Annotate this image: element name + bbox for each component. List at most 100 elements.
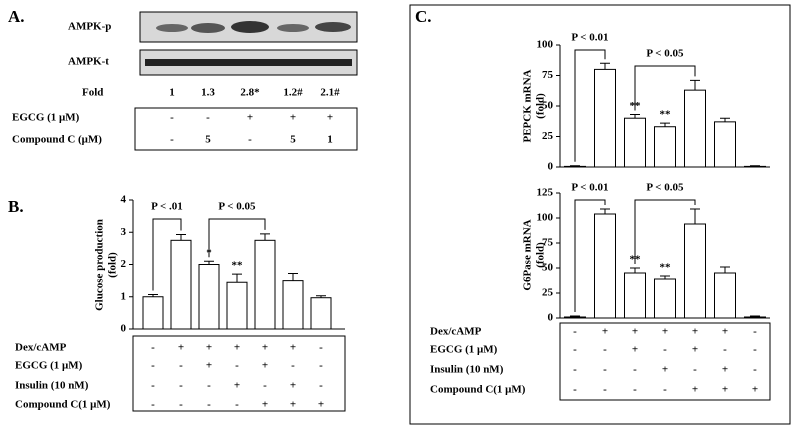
y-tick-label: 0 [121,323,127,335]
y-tick-label: 75 [542,69,554,81]
panel-a-table-box [134,107,358,151]
y-axis-label: G6Pase mRNA [522,219,534,290]
y-tick-label: 125 [537,187,554,199]
y-tick-label: 4 [121,194,127,206]
row-label: EGCG (1 μM) [15,360,83,372]
row-cell: - [573,384,577,396]
error-bar [260,233,270,241]
panel-c-border [409,4,791,425]
y-tick-label: 100 [537,212,554,224]
error-bar [630,114,640,119]
row-cell: - [235,360,239,372]
row-cell: - [235,399,239,411]
row-cell: + [662,364,668,376]
row-cell: + [290,399,296,411]
row-cell: - [179,399,183,411]
bar [624,272,646,319]
bar [684,89,706,168]
bracket-label: P < 0.05 [218,201,256,213]
fold-value: 1.2# [283,87,303,99]
error-bar [204,260,214,265]
row-cell: + [722,326,728,338]
row-label: Compound C (μM) [12,134,102,146]
bar [624,117,646,168]
row-cell: - [170,134,174,146]
blot-label: AMPK-p [68,21,111,33]
fold-value: 2.1# [320,87,340,99]
row-label: Compound C(1 μM) [15,399,111,411]
row-cell: - [319,380,323,392]
row-cell: - [693,364,697,376]
row-cell: - [179,360,183,372]
row-cell: - [207,380,211,392]
bracket [574,199,606,312]
row-cell: - [753,344,757,356]
bar [714,121,736,168]
bracket-label: P < 0.05 [646,48,684,60]
row-cell: - [723,344,727,356]
fold-value: 1.3 [201,87,215,99]
error-bar [176,234,186,241]
bracket-label: P < 0.05 [646,182,684,194]
bar [226,281,248,330]
bar [282,280,304,330]
row-cell: + [692,344,698,356]
significance-star: ** [232,260,244,272]
row-label: Insulin (10 nM) [15,380,89,392]
row-cell: + [290,342,296,354]
row-cell: + [206,360,212,372]
row-cell: - [573,364,577,376]
row-label: Dex/cAMP [15,342,67,354]
error-bar [690,208,700,224]
row-cell: 5 [290,134,296,146]
row-cell: - [291,360,295,372]
error-bar [690,79,700,91]
error-bar [720,266,730,273]
bar [254,239,276,330]
bar [594,68,616,168]
row-cell: - [206,112,210,124]
row-cell: - [633,384,637,396]
y-tick-label: 0 [548,161,554,173]
y-tick-label: 100 [537,39,554,51]
row-cell: - [151,380,155,392]
bar [654,278,676,319]
y-axis-label: (fold) [535,93,547,119]
table-box [559,322,771,401]
row-label: Dex/cAMP [430,326,482,338]
row-cell: - [151,360,155,372]
y-axis-label: (fold) [107,252,119,278]
row-cell: - [573,326,577,338]
row-cell: + [722,364,728,376]
bracket [634,65,696,111]
row-cell: - [151,399,155,411]
row-cell: + [692,326,698,338]
row-cell: - [319,342,323,354]
error-bar [600,208,610,214]
panel-label: B. [8,197,24,216]
bar [654,126,676,168]
row-cell: + [662,326,668,338]
row-cell: - [753,364,757,376]
y-tick-label: 0 [548,312,554,324]
row-cell: + [178,342,184,354]
bar [744,316,766,319]
y-axis-label: PEPCK mRNA [522,69,534,142]
bar [684,223,706,319]
significance-star: ** [660,262,672,274]
bracket [152,218,182,291]
y-tick-label: 50 [542,100,554,112]
row-cell: - [319,360,323,372]
y-tick-label: 3 [121,226,127,238]
fold-value: 1 [169,87,175,99]
bar [564,165,586,168]
row-cell: - [179,380,183,392]
y-tick-label: 2 [121,258,127,270]
fold-label: Fold [82,87,103,99]
bracket-label: P < 0.01 [571,182,608,194]
row-cell: + [262,342,268,354]
y-tick-label: 1 [121,290,127,302]
row-cell: + [722,384,728,396]
row-cell: - [603,344,607,356]
